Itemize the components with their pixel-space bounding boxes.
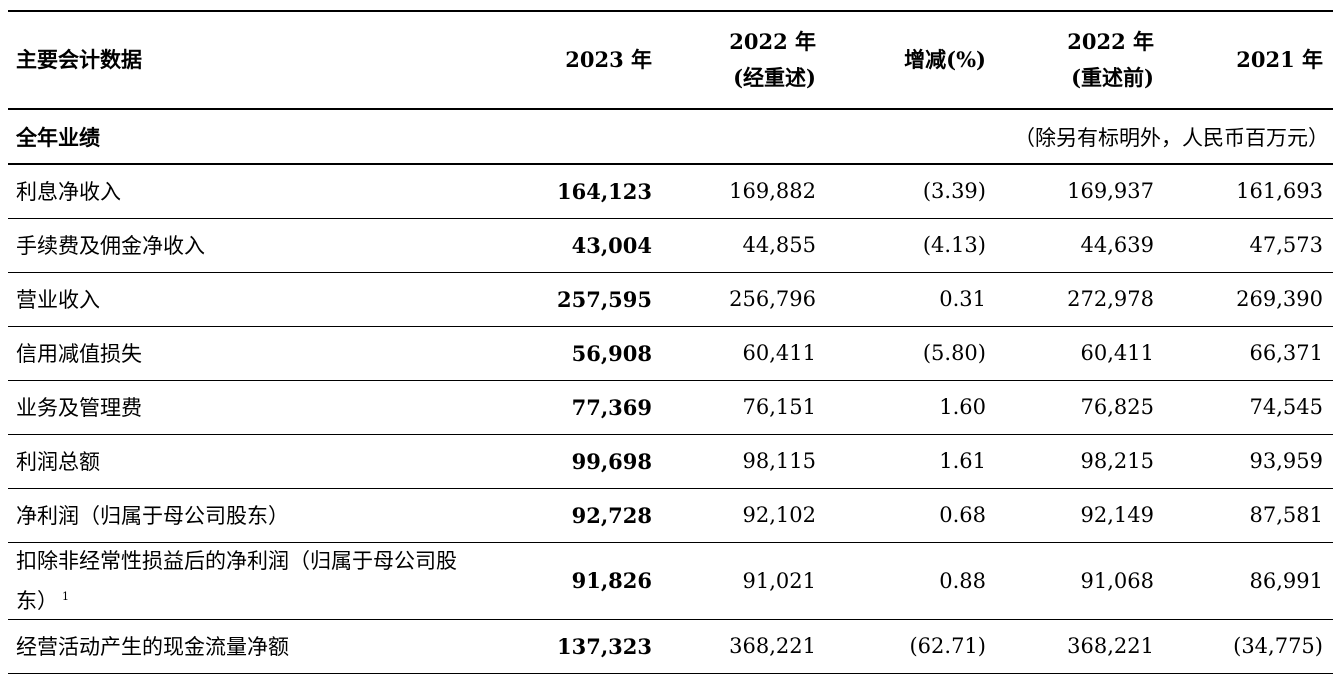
row-label-text: 扣除非经常性损益后的净利润（归属于母公司股东） xyxy=(16,548,457,613)
row-label: 利润总额 xyxy=(8,434,498,489)
table-row: 经营活动产生的现金流量净额 137,323 368,221 (62.71) 368,22… xyxy=(8,619,1333,674)
value-2022-restated: 76,151 xyxy=(662,380,826,435)
header-2022-original-year: 2022 年 xyxy=(1067,29,1154,54)
financial-data-table: 主要会计数据 2023 年 2022 年 (经重述) 增减(%) 2022 年 … xyxy=(8,10,1333,674)
table-row: 业务及管理费 77,369 76,151 1.60 76,825 74,545 xyxy=(8,380,1333,435)
section-row: 全年业绩 （除另有标明外，人民币百万元） xyxy=(8,109,1333,165)
row-label-text: 利润总额 xyxy=(16,450,100,474)
value-change: 0.31 xyxy=(826,272,996,327)
header-2022-restated-note: (经重述) xyxy=(733,65,816,90)
header-2022-restated: 2022 年 (经重述) xyxy=(662,10,826,110)
value-change: (3.39) xyxy=(826,164,996,219)
row-label-text: 信用减值损失 xyxy=(16,342,142,366)
value-2021: 66,371 xyxy=(1164,326,1333,381)
table-row: 利润总额 99,698 98,115 1.61 98,215 93,959 xyxy=(8,434,1333,489)
value-2022-restated: 92,102 xyxy=(662,488,826,543)
value-2021: (34,775) xyxy=(1164,619,1333,674)
row-label-text: 手续费及佣金净收入 xyxy=(16,234,205,258)
value-change: 1.61 xyxy=(826,434,996,489)
table-row: 利息净收入 164,123 169,882 (3.39) 169,937 161,693 xyxy=(8,164,1333,219)
value-2021: 269,390 xyxy=(1164,272,1333,327)
unit-note: （除另有标明外，人民币百万元） xyxy=(498,109,1333,165)
value-2022-original: 169,937 xyxy=(996,164,1164,219)
value-2022-original: 60,411 xyxy=(996,326,1164,381)
section-title: 全年业绩 xyxy=(8,109,498,165)
header-2022-original-note: (重述前) xyxy=(1071,65,1154,90)
value-2023: 137,323 xyxy=(498,619,662,674)
value-2022-restated: 98,115 xyxy=(662,434,826,489)
value-2022-original: 272,978 xyxy=(996,272,1164,327)
row-label: 业务及管理费 xyxy=(8,380,498,435)
value-2022-restated: 256,796 xyxy=(662,272,826,327)
value-2022-restated: 91,021 xyxy=(662,542,826,620)
table-row: 手续费及佣金净收入 43,004 44,855 (4.13) 44,639 47,573 xyxy=(8,218,1333,273)
value-2022-restated: 368,221 xyxy=(662,619,826,674)
row-label: 营业收入 xyxy=(8,272,498,327)
footnote-marker: 1 xyxy=(62,589,69,603)
value-2021: 74,545 xyxy=(1164,380,1333,435)
value-2023: 164,123 xyxy=(498,164,662,219)
row-label-text: 经营活动产生的现金流量净额 xyxy=(16,635,289,659)
value-2022-original: 368,221 xyxy=(996,619,1164,674)
value-2022-restated: 169,882 xyxy=(662,164,826,219)
value-2022-restated: 44,855 xyxy=(662,218,826,273)
value-2022-original: 92,149 xyxy=(996,488,1164,543)
value-change: 1.60 xyxy=(826,380,996,435)
row-label: 手续费及佣金净收入 xyxy=(8,218,498,273)
value-change: 0.88 xyxy=(826,542,996,620)
header-key-data: 主要会计数据 xyxy=(8,10,498,110)
row-label: 净利润（归属于母公司股东） xyxy=(8,488,498,543)
value-2023: 43,004 xyxy=(498,218,662,273)
value-2022-original: 44,639 xyxy=(996,218,1164,273)
row-label: 利息净收入 xyxy=(8,164,498,219)
value-2023: 91,826 xyxy=(498,542,662,620)
value-2023: 56,908 xyxy=(498,326,662,381)
value-2021: 86,991 xyxy=(1164,542,1333,620)
table-row: 扣除非经常性损益后的净利润（归属于母公司股东） 1 91,826 91,021 0.88… xyxy=(8,542,1333,620)
value-2023: 257,595 xyxy=(498,272,662,327)
value-change: (62.71) xyxy=(826,619,996,674)
value-2021: 161,693 xyxy=(1164,164,1333,219)
value-2023: 99,698 xyxy=(498,434,662,489)
value-2023: 77,369 xyxy=(498,380,662,435)
value-change: 0.68 xyxy=(826,488,996,543)
value-2022-original: 76,825 xyxy=(996,380,1164,435)
value-change: (4.13) xyxy=(826,218,996,273)
table-header-row: 主要会计数据 2023 年 2022 年 (经重述) 增减(%) 2022 年 … xyxy=(8,10,1333,110)
header-2021: 2021 年 xyxy=(1164,10,1333,110)
table-row: 营业收入 257,595 256,796 0.31 272,978 269,390 xyxy=(8,272,1333,327)
value-change: (5.80) xyxy=(826,326,996,381)
table-row: 净利润（归属于母公司股东） 92,728 92,102 0.68 92,149 87,58… xyxy=(8,488,1333,543)
row-label-text: 利息净收入 xyxy=(16,180,121,205)
row-label: 经营活动产生的现金流量净额 xyxy=(8,619,498,674)
row-label-text: 营业收入 xyxy=(16,288,100,312)
value-2021: 47,573 xyxy=(1164,218,1333,273)
row-label: 扣除非经常性损益后的净利润（归属于母公司股东） 1 xyxy=(8,542,498,620)
value-2022-restated: 60,411 xyxy=(662,326,826,381)
header-change: 增减(%) xyxy=(826,10,996,110)
header-2023: 2023 年 xyxy=(498,10,662,110)
row-label: 信用减值损失 xyxy=(8,326,498,381)
header-2022-restated-year: 2022 年 xyxy=(729,29,816,54)
value-2023: 92,728 xyxy=(498,488,662,543)
value-2022-original: 91,068 xyxy=(996,542,1164,620)
table-row: 信用减值损失 56,908 60,411 (5.80) 60,411 66,371 xyxy=(8,326,1333,381)
header-2022-original: 2022 年 (重述前) xyxy=(996,10,1164,110)
value-2021: 93,959 xyxy=(1164,434,1333,489)
row-label-text: 净利润（归属于母公司股东） xyxy=(16,504,289,528)
value-2021: 87,581 xyxy=(1164,488,1333,543)
row-label-text: 业务及管理费 xyxy=(16,396,142,420)
value-2022-original: 98,215 xyxy=(996,434,1164,489)
